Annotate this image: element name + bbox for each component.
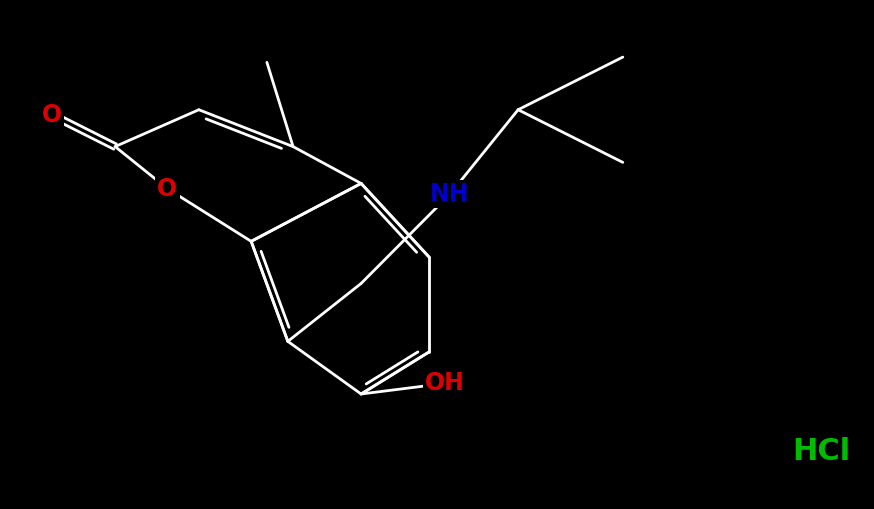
Text: O: O xyxy=(157,177,177,201)
Text: OH: OH xyxy=(425,372,465,395)
Text: O: O xyxy=(42,103,62,127)
Text: NH: NH xyxy=(430,182,470,206)
Text: HCl: HCl xyxy=(793,437,851,466)
